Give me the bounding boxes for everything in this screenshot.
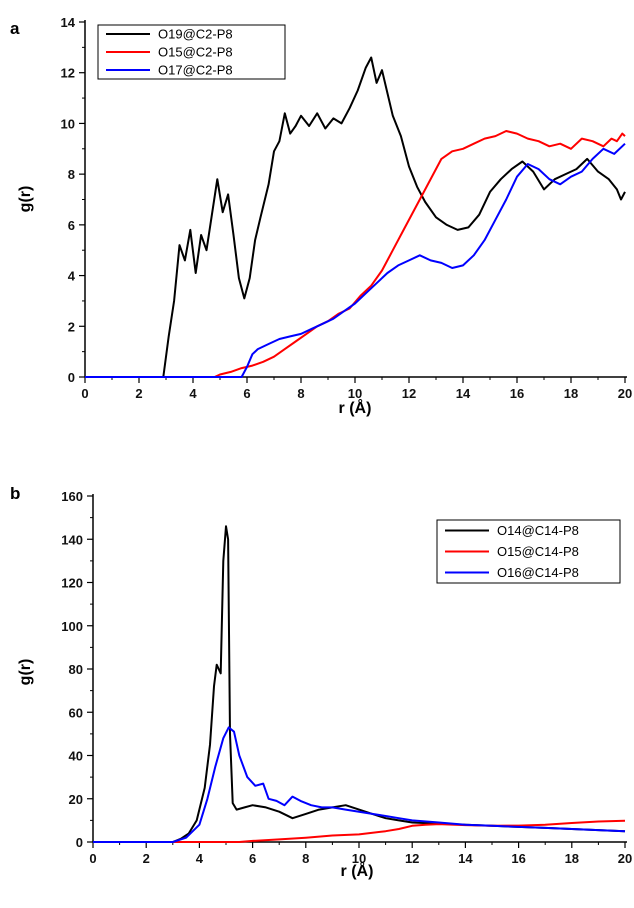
panel-label: a	[10, 19, 20, 38]
x-tick-label: 2	[135, 386, 142, 401]
x-tick-label: 14	[458, 851, 473, 866]
x-tick-label: 18	[564, 386, 578, 401]
chart-panel-a: 0 2 4 6 8 10 12 14 16 18 20 0 2 4 6 8 10 12 14 a r (Å) g(r) O1…	[10, 15, 632, 417]
legend-label: O15@C2-P8	[158, 45, 233, 60]
legend-label: O19@C2-P8	[158, 27, 233, 42]
y-tick-label: 100	[61, 619, 83, 634]
x-tick-label: 8	[302, 851, 309, 866]
y-axis-label: g(r)	[17, 186, 34, 213]
y-tick-label: 4	[68, 269, 76, 284]
y-tick-label: 0	[76, 835, 83, 850]
x-tick-label: 16	[510, 386, 524, 401]
y-tick-label: 140	[61, 532, 83, 547]
series-line-o19-c2-p8	[85, 56, 626, 378]
y-tick-label: 40	[69, 749, 83, 764]
x-tick-label: 18	[565, 851, 579, 866]
legend: O14@C14-P8 O15@C14-P8 O16@C14-P8	[436, 519, 621, 584]
legend-label: O15@C14-P8	[497, 544, 579, 559]
panel-label: b	[10, 484, 20, 503]
legend-label: O16@C14-P8	[497, 565, 579, 580]
x-tick-label: 0	[81, 386, 88, 401]
series-line-o15-c14-p8	[93, 819, 626, 843]
legend: O19@C2-P8 O15@C2-P8 O17@C2-P8	[97, 24, 286, 80]
x-tick-label: 2	[143, 851, 150, 866]
y-tick-label: 14	[61, 15, 76, 30]
x-tick-label: 4	[196, 851, 204, 866]
y-tick-label: 60	[69, 705, 83, 720]
y-tick-label: 10	[61, 116, 75, 131]
x-tick-label: 20	[618, 851, 632, 866]
y-tick-label: 6	[68, 218, 75, 233]
x-tick-label: 10	[352, 851, 366, 866]
y-tick-label: 2	[68, 319, 75, 334]
x-tick-label: 4	[189, 386, 197, 401]
x-tick-label: 6	[249, 851, 256, 866]
series-line-o17-c2-p8	[85, 142, 626, 378]
x-tick-label: 20	[618, 386, 632, 401]
series-line-o16-c14-p8	[93, 726, 626, 843]
y-tick-label: 0	[68, 370, 75, 385]
x-tick-label: 10	[348, 386, 362, 401]
x-tick-label: 12	[405, 851, 419, 866]
y-tick-label: 12	[61, 66, 75, 81]
x-tick-label: 6	[243, 386, 250, 401]
series-line-o15-c2-p8	[85, 130, 626, 378]
x-tick-label: 12	[402, 386, 416, 401]
y-tick-label: 160	[61, 489, 83, 504]
y-tick-label: 20	[69, 792, 83, 807]
y-tick-label: 80	[69, 662, 83, 677]
x-tick-label: 0	[89, 851, 96, 866]
x-tick-label: 8	[297, 386, 304, 401]
legend-label: O17@C2-P8	[158, 63, 233, 78]
y-tick-label: 120	[61, 576, 83, 591]
x-axis-label: r (Å)	[341, 861, 374, 880]
y-tick-label: 8	[68, 167, 75, 182]
x-tick-label: 16	[511, 851, 525, 866]
legend-label: O14@C14-P8	[497, 523, 579, 538]
y-axis-label: g(r)	[17, 659, 34, 686]
chart-panel-b: 0 2 4 6 8 10 12 14 16 18 20 0 20 40 60 80 100 120 140 160 b r…	[10, 484, 632, 880]
x-tick-label: 14	[456, 386, 471, 401]
x-axis-label: r (Å)	[339, 398, 372, 417]
